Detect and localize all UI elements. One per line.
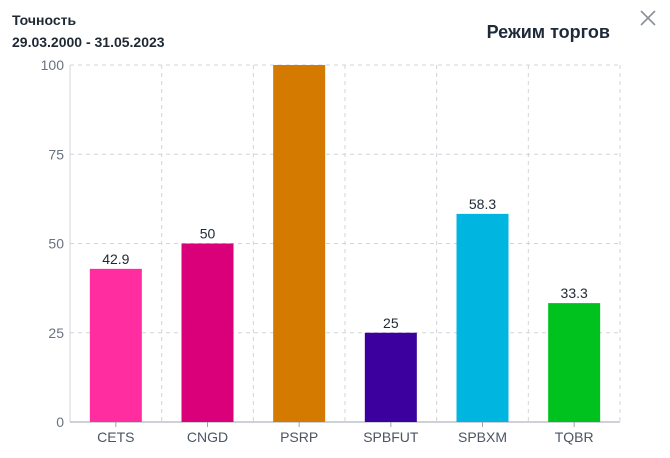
x-tick-label: SPBXM xyxy=(458,429,507,445)
data-label: 58.3 xyxy=(469,196,496,212)
bar-cets xyxy=(89,268,142,422)
x-tick-label: TQBR xyxy=(555,429,594,445)
x-tick-label: CETS xyxy=(97,429,134,445)
chart-title: Режим торгов xyxy=(486,22,610,42)
x-tick-label: CNGD xyxy=(187,429,228,445)
metric-label: Точность xyxy=(12,12,77,28)
x-tick-label: SPBFUT xyxy=(363,429,419,445)
x-tick-label: PSRP xyxy=(280,429,318,445)
y-tick-label: 0 xyxy=(56,414,64,430)
data-label: 33.3 xyxy=(561,285,588,301)
bar-spbfut xyxy=(364,332,417,422)
date-range: 29.03.2000 - 31.05.2023 xyxy=(12,34,165,50)
bar-cngd xyxy=(181,243,234,422)
bar-spbxm xyxy=(456,213,509,422)
data-label: 50 xyxy=(200,226,216,242)
y-tick-label: 75 xyxy=(48,146,64,162)
y-tick-label: 50 xyxy=(48,236,64,252)
data-label: 42.9 xyxy=(102,251,129,267)
y-tick-label: 100 xyxy=(41,57,65,73)
close-icon[interactable] xyxy=(636,6,660,30)
bar-psrp xyxy=(273,65,326,422)
data-label: 25 xyxy=(383,315,399,331)
bar-tqbr xyxy=(548,303,601,422)
y-tick-label: 25 xyxy=(48,325,64,341)
